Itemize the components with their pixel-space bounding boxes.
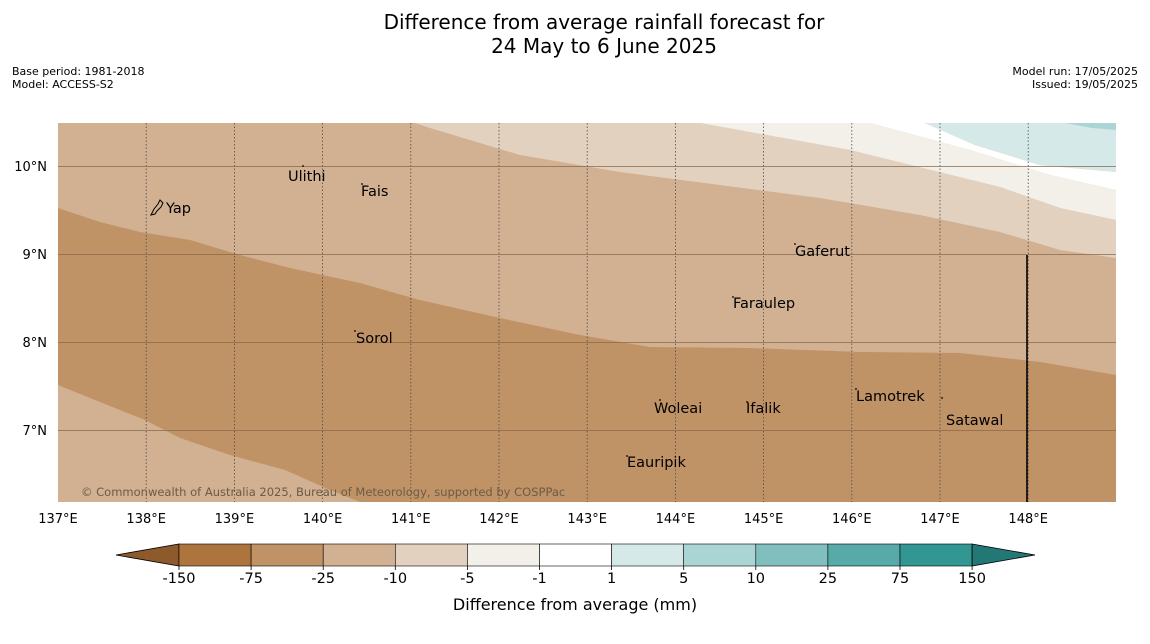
- band-minus-1-to-minus-5: [700, 123, 1116, 220]
- island-marker: [732, 296, 734, 298]
- map-title: Difference from average rainfall forecas…: [0, 10, 1150, 58]
- colorbar-segment: [467, 543, 540, 567]
- island-marker: [302, 165, 304, 167]
- colorbar-segment: [178, 543, 252, 567]
- colorbar-high-extension: [971, 543, 1036, 567]
- longitude-label: 142°E: [479, 512, 519, 527]
- colorbar: -150 -75 -25 -10 -5 -1 1 5 10 25 75 150: [115, 543, 1036, 587]
- latitude-label: 10°N: [14, 160, 47, 175]
- place-label: Lamotrek: [856, 389, 925, 405]
- graticule: [58, 123, 1116, 502]
- colorbar-low-extension: [115, 543, 180, 567]
- island-marker: [746, 401, 748, 403]
- longitude-label: 139°E: [215, 512, 255, 527]
- island-marker: [354, 330, 356, 332]
- colorbar-tick-label: 1: [607, 571, 616, 587]
- longitude-label: 143°E: [567, 512, 607, 527]
- island-marker: [855, 388, 857, 390]
- yap-island-outline: [150, 199, 164, 216]
- title-line-1: Difference from average rainfall forecas…: [383, 10, 825, 34]
- longitude-label: 140°E: [303, 512, 343, 527]
- colorbar-segment: [899, 543, 973, 567]
- place-label: Gaferut: [795, 244, 850, 260]
- colorbar-segment: [611, 543, 684, 567]
- place-label: Sorol: [356, 331, 393, 347]
- base-period-text: Base period: 1981-2018: [12, 65, 145, 78]
- model-run-text: Model run: 17/05/2025: [1012, 65, 1138, 78]
- colorbar-tick-label: -150: [163, 571, 196, 587]
- copyright-text: © Commonwealth of Australia 2025, Bureau…: [81, 485, 565, 499]
- band-plus-5-to-plus-10: [1065, 123, 1116, 130]
- colorbar-tick-label: 10: [747, 571, 765, 587]
- colorbar-segment: [394, 543, 468, 567]
- colorbar-tick-label: -5: [460, 571, 474, 587]
- colorbar-tick-label: -1: [532, 571, 546, 587]
- issued-date-text: Issued: 19/05/2025: [1031, 78, 1138, 91]
- island-marker: [626, 455, 628, 457]
- island-marker: [941, 397, 943, 399]
- longitude-label: 145°E: [744, 512, 784, 527]
- band-plus-1-to-plus-5: [925, 123, 1116, 172]
- place-label: Faraulep: [733, 296, 795, 312]
- place-label: Woleai: [654, 401, 702, 417]
- colorbar-tick-label: -25: [311, 571, 335, 587]
- forecast-info-left: Base period: 1981-2018 Model: ACCESS-S2: [12, 65, 144, 91]
- longitude-label: 141°E: [391, 512, 431, 527]
- longitude-label: 137°E: [38, 512, 78, 527]
- colorbar-tick-label: -10: [383, 571, 407, 587]
- forecast-info-right: Model run: 17/05/2025 Issued: 19/05/2025: [1012, 65, 1138, 91]
- colorbar-segment: [755, 543, 829, 567]
- island-marker: [659, 399, 661, 401]
- colorbar-segment: [827, 543, 901, 567]
- colorbar-tick-label: -75: [239, 571, 263, 587]
- title-line-2: 24 May to 6 June 2025: [491, 34, 717, 58]
- latitude-labels: 10°N 9°N 8°N 7°N: [14, 160, 47, 439]
- place-label: Ifalik: [746, 401, 781, 417]
- place-label: Satawal: [946, 413, 1003, 429]
- colorbar-tick-label: 25: [819, 571, 837, 587]
- colorbar-tick-label: 5: [679, 571, 688, 587]
- longitude-label: 144°E: [656, 512, 696, 527]
- band-neutral: [870, 123, 1116, 190]
- band-minus-5-to-minus-10: [415, 123, 1116, 258]
- longitude-label: 138°E: [126, 512, 166, 527]
- place-labels: Yap Ulithi Fais Gaferut Faraulep Sorol Woleai I…: [165, 165, 1003, 471]
- band-lower-left: [58, 385, 360, 502]
- place-label: Ulithi: [288, 169, 326, 185]
- colorbar-segment: [539, 543, 612, 567]
- colorbar-label: Difference from average (mm): [453, 595, 697, 614]
- longitude-label: 146°E: [832, 512, 872, 527]
- colorbar-segment: [322, 543, 396, 567]
- model-name-text: Model: ACCESS-S2: [12, 78, 114, 91]
- longitude-labels: 137°E 138°E 139°E 140°E 141°E 142°E 143°E 144°E…: [38, 512, 1048, 527]
- colorbar-segment: [683, 543, 757, 567]
- latitude-label: 8°N: [23, 336, 48, 351]
- colorbar-tick-label: 75: [891, 571, 909, 587]
- colorbar-segment: [250, 543, 324, 567]
- island-marker: [794, 243, 796, 245]
- longitude-label: 147°E: [920, 512, 960, 527]
- island-marker: [361, 183, 363, 185]
- place-label: Eauripik: [627, 455, 686, 471]
- longitude-label: 148°E: [1008, 512, 1048, 527]
- colorbar-tick-label: 150: [958, 571, 986, 587]
- latitude-label: 9°N: [23, 248, 48, 263]
- latitude-label: 7°N: [23, 424, 48, 439]
- place-label: Yap: [165, 201, 191, 217]
- place-label: Fais: [361, 184, 388, 200]
